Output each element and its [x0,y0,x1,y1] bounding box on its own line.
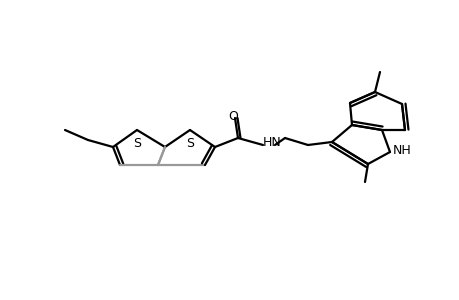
Text: S: S [133,137,141,150]
Text: S: S [185,137,194,150]
Text: O: O [228,110,237,123]
Text: HN: HN [263,136,281,149]
Text: NH: NH [392,143,411,157]
